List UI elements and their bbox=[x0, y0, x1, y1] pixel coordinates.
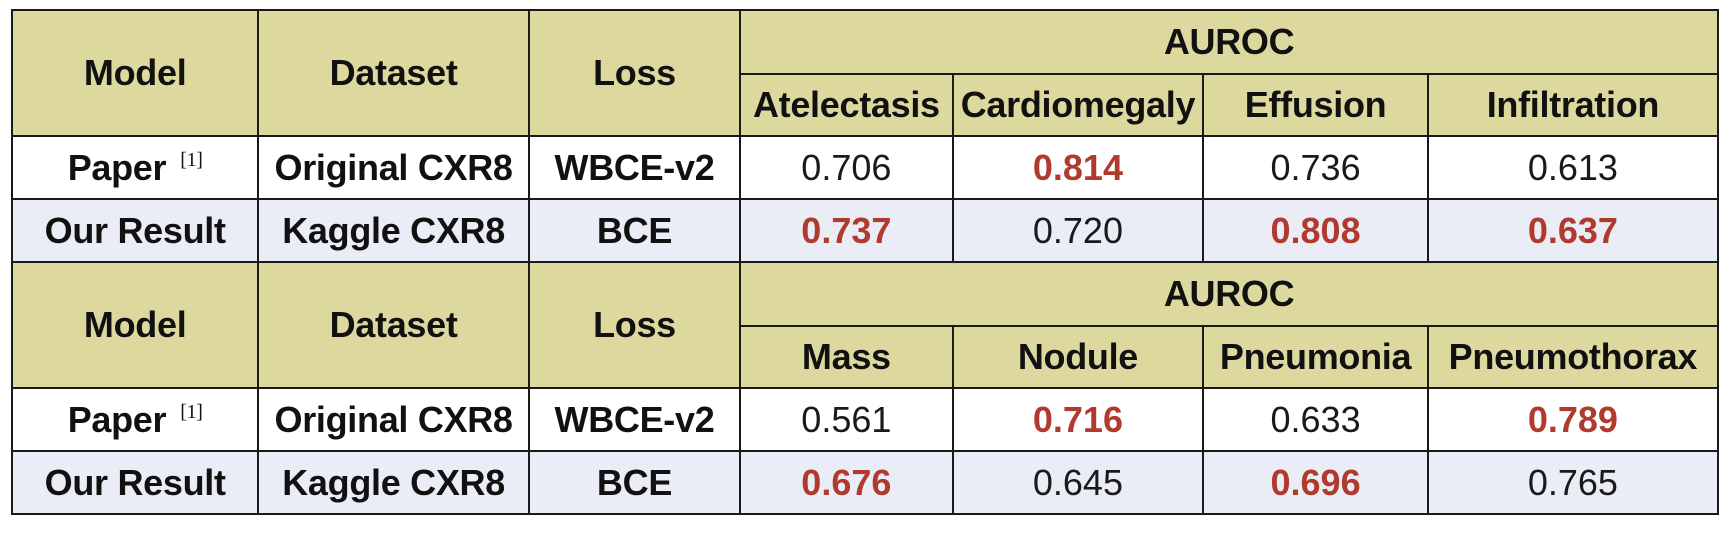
block-2-header-row: Model Dataset Loss AUROC bbox=[10, 261, 1719, 389]
auroc-value: 0.808 bbox=[1202, 198, 1429, 263]
disease-header: Effusion bbox=[1202, 73, 1429, 137]
auroc-value: 0.696 bbox=[1202, 450, 1429, 515]
auroc-value: 0.765 bbox=[1426, 450, 1720, 515]
loss-header: Loss bbox=[527, 9, 742, 137]
block-1-header-row: Model Dataset Loss AUROC bbox=[10, 9, 1719, 137]
model-header: Model bbox=[10, 261, 260, 389]
auroc-value: 0.613 bbox=[1426, 135, 1720, 200]
auroc-value: 0.789 bbox=[1426, 387, 1720, 452]
auroc-value: 0.676 bbox=[739, 450, 954, 515]
auroc-value: 0.814 bbox=[951, 135, 1205, 200]
loss-cell: WBCE-v2 bbox=[527, 135, 742, 200]
disease-header: Mass bbox=[739, 325, 954, 389]
disease-header: Cardiomegaly bbox=[951, 73, 1205, 137]
loss-cell: BCE bbox=[527, 198, 742, 263]
block-1-disease-row: Atelectasis Cardiomegaly Effusion Infilt… bbox=[12, 73, 1720, 137]
auroc-value: 0.736 bbox=[1202, 135, 1429, 200]
block-2-disease-row: Mass Nodule Pneumonia Pneumothorax bbox=[12, 325, 1720, 389]
citation-ref: [1] bbox=[180, 148, 203, 171]
dataset-cell: Kaggle CXR8 bbox=[257, 198, 530, 263]
auroc-group-header: AUROC bbox=[739, 261, 1719, 327]
auroc-value: 0.561 bbox=[739, 387, 954, 452]
table-row: Our Result Kaggle CXR8 BCE 0.737 0.720 0… bbox=[10, 198, 1720, 263]
disease-header: Nodule bbox=[951, 325, 1205, 389]
disease-header: Pneumonia bbox=[1202, 325, 1429, 389]
disease-header: Atelectasis bbox=[739, 73, 954, 137]
citation-ref: [1] bbox=[180, 400, 203, 423]
model-cell: Our Result bbox=[10, 450, 260, 515]
model-cell: Paper [1] bbox=[10, 135, 260, 200]
auroc-value: 0.706 bbox=[739, 135, 954, 200]
model-header: Model bbox=[10, 9, 260, 137]
dataset-header: Dataset bbox=[257, 261, 530, 389]
disease-header: Infiltration bbox=[1426, 73, 1720, 137]
loss-cell: WBCE-v2 bbox=[527, 387, 742, 452]
dataset-cell: Kaggle CXR8 bbox=[257, 450, 530, 515]
dataset-header: Dataset bbox=[257, 9, 530, 137]
table-row: Our Result Kaggle CXR8 BCE 0.676 0.645 0… bbox=[10, 450, 1720, 515]
model-name: Paper bbox=[67, 146, 167, 188]
dataset-cell: Original CXR8 bbox=[257, 135, 530, 200]
auroc-value: 0.637 bbox=[1426, 198, 1720, 263]
auroc-value: 0.737 bbox=[739, 198, 954, 263]
auroc-value: 0.716 bbox=[951, 387, 1205, 452]
auroc-value: 0.645 bbox=[951, 450, 1205, 515]
model-name: Our Result bbox=[44, 209, 226, 251]
table-row: Paper [1] Original CXR8 WBCE-v2 0.706 0.8… bbox=[10, 135, 1720, 200]
table-row: Paper [1] Original CXR8 WBCE-v2 0.561 0.7… bbox=[10, 387, 1720, 452]
loss-cell: BCE bbox=[527, 450, 742, 515]
model-cell: Paper [1] bbox=[10, 387, 260, 452]
dataset-cell: Original CXR8 bbox=[257, 387, 530, 452]
auroc-group-header: AUROC bbox=[739, 9, 1719, 75]
auroc-value: 0.720 bbox=[951, 198, 1205, 263]
disease-header: Pneumothorax bbox=[1426, 325, 1720, 389]
auroc-value: 0.633 bbox=[1202, 387, 1429, 452]
model-name: Our Result bbox=[44, 461, 226, 503]
model-cell: Our Result bbox=[10, 198, 260, 263]
auroc-comparison-table: Model Dataset Loss AUROC Atelectasis Car… bbox=[10, 9, 1720, 515]
loss-header: Loss bbox=[527, 261, 742, 389]
model-name: Paper bbox=[67, 398, 167, 440]
